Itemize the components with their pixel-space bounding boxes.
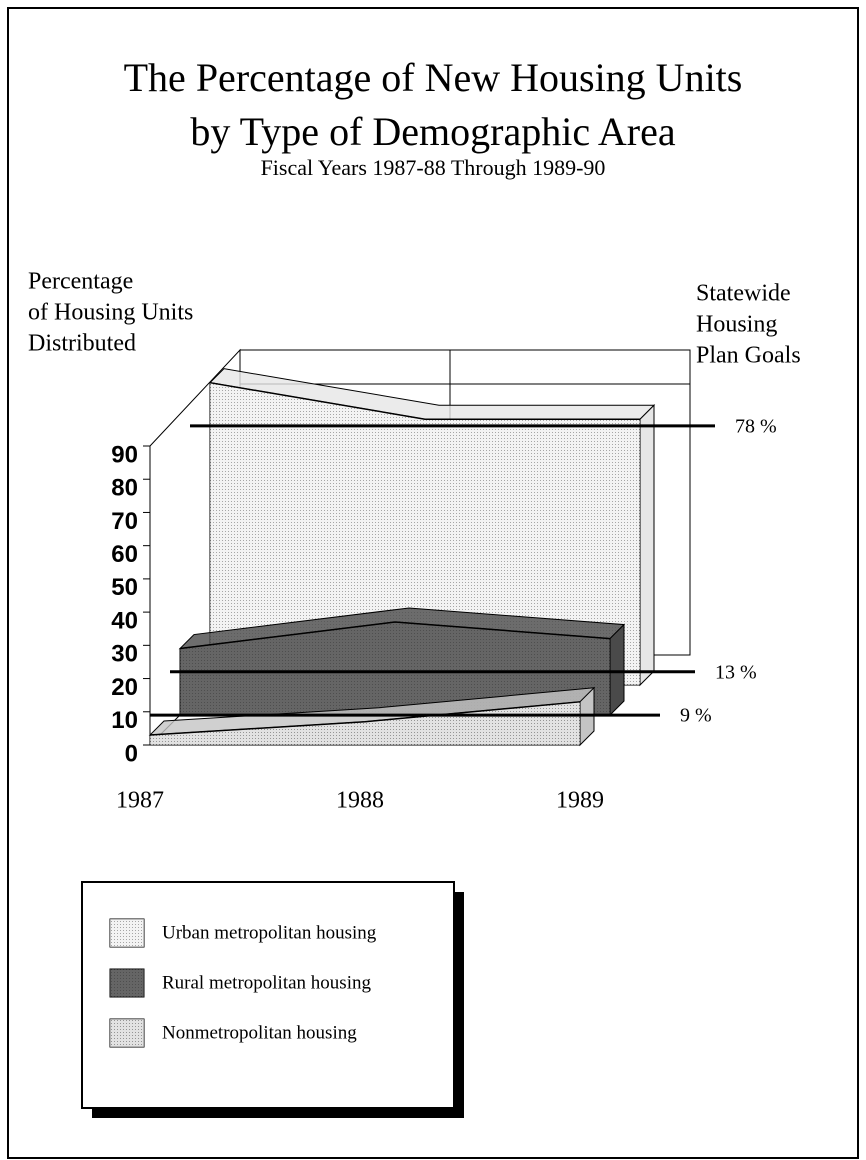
goal-label: Plan Goals xyxy=(696,343,801,369)
legend-label: Rural metropolitan housing xyxy=(162,972,371,993)
chart-title: by Type of Demographic Area xyxy=(190,109,675,154)
y-tick-label: 10 xyxy=(111,707,138,734)
y-tick-label: 40 xyxy=(111,607,138,634)
y-axis-label: Percentage xyxy=(28,269,133,295)
goal-label: Statewide xyxy=(696,281,791,307)
frame xyxy=(7,7,859,1159)
y-tick-label: 0 xyxy=(125,740,138,767)
y-tick-label: 80 xyxy=(111,475,138,502)
x-tick-label: 1987 xyxy=(116,788,164,814)
chart-subtitle: Fiscal Years 1987-88 Through 1989-90 xyxy=(261,155,606,180)
y-tick-label: 30 xyxy=(111,641,138,668)
legend-label: Urban metropolitan housing xyxy=(162,922,377,943)
legend-swatch-texture xyxy=(110,969,144,997)
area-side xyxy=(639,404,655,687)
y-axis-label: Distributed xyxy=(28,331,136,357)
legend-label: Nonmetropolitan housing xyxy=(162,1022,357,1043)
x-tick-label: 1988 xyxy=(336,788,384,814)
goal-value-label: 78 % xyxy=(735,415,777,437)
goal-value-label: 9 % xyxy=(680,705,712,727)
y-axis-label: of Housing Units xyxy=(28,300,193,326)
area-edge xyxy=(179,621,611,650)
area-texture xyxy=(180,621,610,715)
goal-label: Housing xyxy=(696,312,777,338)
y-tick-label: 60 xyxy=(111,541,138,568)
chart-title: The Percentage of New Housing Units xyxy=(124,55,743,100)
y-tick-label: 20 xyxy=(111,674,138,701)
x-tick-label: 1989 xyxy=(556,788,604,814)
goal-value-label: 13 % xyxy=(715,661,757,683)
y-tick-label: 50 xyxy=(111,574,138,601)
area-edge xyxy=(209,381,640,420)
area-edge xyxy=(149,701,581,736)
area-side xyxy=(609,623,625,717)
y-tick-label: 90 xyxy=(111,441,138,468)
area-texture xyxy=(210,382,640,685)
area-texture xyxy=(150,701,580,745)
legend-swatch-texture xyxy=(110,919,144,947)
y-tick-label: 70 xyxy=(111,508,138,535)
legend-swatch-texture xyxy=(110,1019,144,1047)
